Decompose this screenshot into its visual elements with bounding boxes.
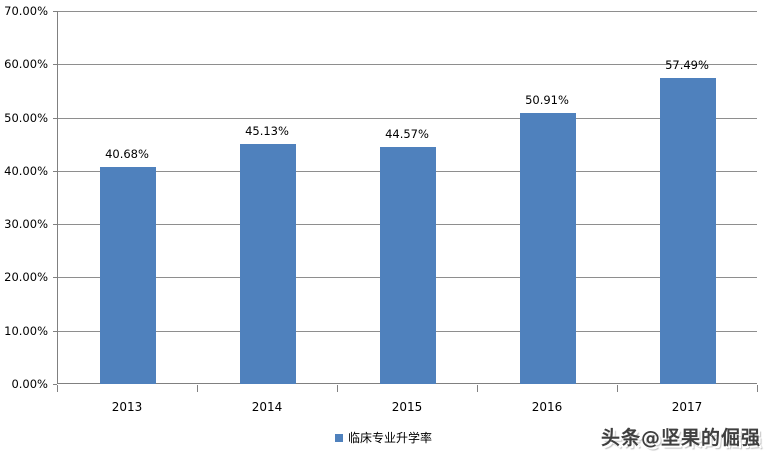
y-axis-label: 20.00% xyxy=(4,270,48,285)
x-axis-label-2014: 2014 xyxy=(251,400,283,414)
y-axis-label: 0.00% xyxy=(11,377,48,391)
x-axis-label-2016: 2016 xyxy=(531,400,563,414)
x-axis-tick xyxy=(337,385,338,392)
bar-2014 xyxy=(240,143,296,384)
value-label-2013: 40.68% xyxy=(105,147,149,162)
gridline xyxy=(58,11,757,12)
y-axis-label: 30.00% xyxy=(4,217,48,232)
y-axis-tick xyxy=(53,117,57,119)
value-label-2014: 45.13% xyxy=(245,123,289,138)
y-axis-tick xyxy=(53,224,57,226)
x-axis-label-2013: 2013 xyxy=(111,400,143,414)
gridline xyxy=(58,64,757,66)
x-axis-tick xyxy=(617,385,618,392)
y-axis-tick xyxy=(53,11,57,12)
y-axis-label: 60.00% xyxy=(4,57,48,72)
bar-2013 xyxy=(100,167,156,384)
legend-label: 临床专业升学率 xyxy=(347,431,432,445)
value-label-2017: 57.49% xyxy=(665,57,709,72)
y-axis-label: 40.00% xyxy=(4,163,48,178)
y-axis-label: 50.00% xyxy=(4,110,48,125)
x-axis-tick xyxy=(197,385,198,392)
value-label-2015: 44.57% xyxy=(385,126,429,141)
bar-2015 xyxy=(380,146,436,384)
legend-marker-icon xyxy=(334,433,343,442)
x-axis-label-2015: 2015 xyxy=(391,400,423,414)
y-axis-tick xyxy=(53,277,57,279)
y-axis-label: 10.00% xyxy=(4,323,48,338)
x-axis-label-2017: 2017 xyxy=(671,400,703,414)
gridline xyxy=(58,117,757,119)
x-axis-tick xyxy=(477,385,478,392)
y-axis-tick xyxy=(53,384,57,385)
y-axis-tick xyxy=(53,330,57,332)
watermark: 头条@坚果的倔强 xyxy=(600,427,761,449)
x-axis-tick xyxy=(57,385,58,392)
x-axis-tick xyxy=(757,385,758,392)
bar-2016 xyxy=(520,112,576,384)
y-axis-tick xyxy=(53,170,57,172)
value-label-2016: 50.91% xyxy=(525,92,569,107)
y-axis-label: 70.00% xyxy=(4,4,48,18)
y-axis-tick xyxy=(53,64,57,66)
bar-2017 xyxy=(660,77,716,384)
legend: 临床专业升学率 xyxy=(0,429,767,446)
plot-area xyxy=(57,11,757,384)
